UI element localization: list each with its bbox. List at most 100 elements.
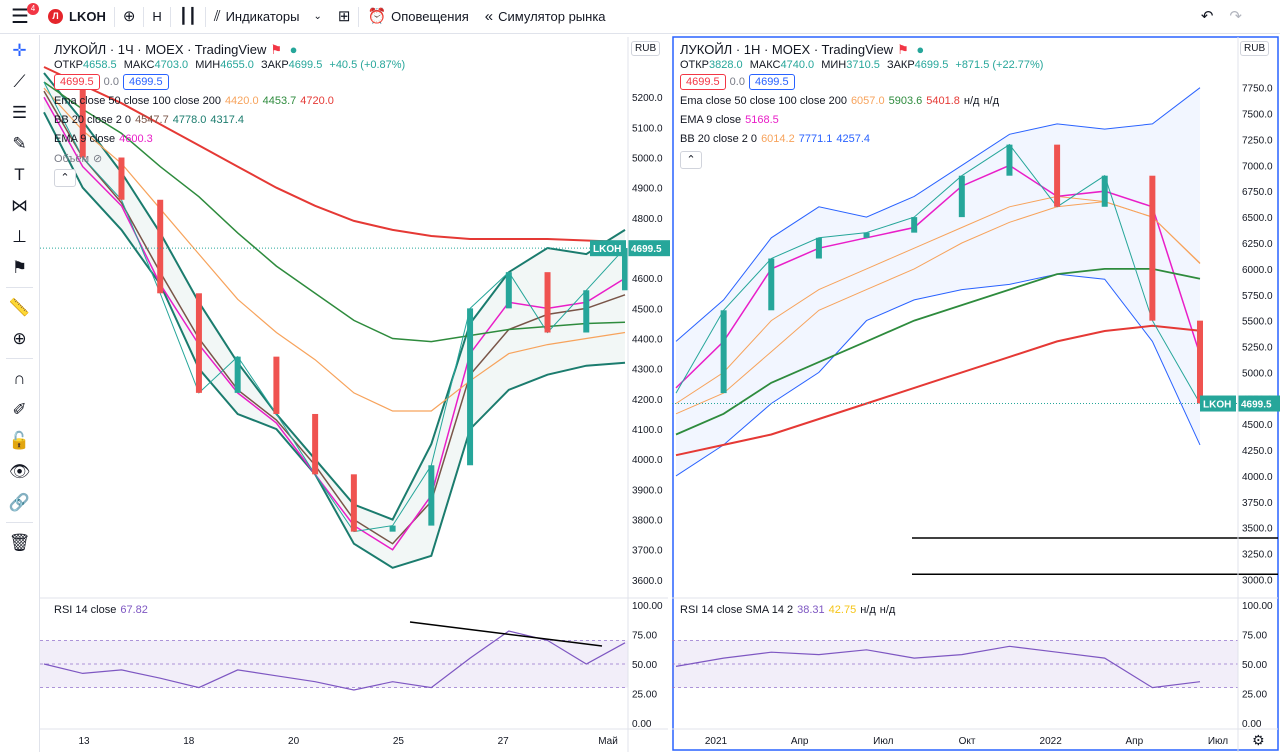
- series-bb-basis: [43, 90, 626, 545]
- indicators-button[interactable]: ⫽ Индикаторы ⌄: [206, 0, 330, 34]
- rsi-tick-label: 50.00: [1242, 660, 1267, 671]
- y-tick-label: 4800.0: [632, 214, 663, 225]
- ema9-legend-label: EMA 9 close: [680, 114, 742, 126]
- x-tick-label: 2021: [705, 736, 728, 747]
- x-tick-label: 13: [78, 736, 90, 747]
- rsi-value: 67.82: [120, 604, 148, 616]
- interval-button[interactable]: Н: [152, 9, 162, 24]
- rsi-label: RSI 14 close: [54, 604, 117, 616]
- y-tick-label: 3700.0: [632, 546, 663, 557]
- symbol-search-button[interactable]: Л LKOH: [40, 0, 114, 34]
- x-tick-label: 25: [393, 736, 405, 747]
- crosshair-icon[interactable]: ✛: [12, 40, 27, 60]
- rsi-tick-label: 100.00: [1242, 601, 1273, 612]
- series-bb-lower: [675, 273, 1201, 477]
- candle-7: [312, 413, 319, 475]
- collapse-legend-button[interactable]: ⌃: [54, 169, 76, 187]
- fib-icon[interactable]: ☰: [11, 102, 28, 122]
- y-tick-label: 6750.0: [1242, 187, 1273, 198]
- ema50-value: 4420.0: [224, 95, 259, 107]
- undo-button[interactable]: ↶: [1193, 0, 1222, 34]
- trash-icon[interactable]: 🗑: [8, 532, 31, 552]
- lock-drawings-icon[interactable]: ✐: [12, 399, 27, 419]
- replay-button[interactable]: « Симулятор рынка: [477, 0, 614, 34]
- chart-pane-hourly[interactable]: 5200.05100.05000.04900.04800.04700.04600…: [40, 37, 670, 752]
- pattern-icon[interactable]: ⋈: [11, 195, 28, 215]
- rsi-tick-label: 75.00: [632, 631, 657, 642]
- na-value: н/д: [983, 95, 1000, 107]
- y-tick-label: 3250.0: [1242, 550, 1273, 561]
- lock-icon[interactable]: 🔓: [8, 430, 31, 450]
- x-tick-label: Май: [598, 736, 618, 747]
- candle-4: [195, 293, 202, 393]
- brush-icon[interactable]: ✎: [12, 133, 27, 153]
- chart-pane-weekly[interactable]: 7750.0 7500.0 7250.0 7000.0 6750.0 6500.0 6250…: [672, 37, 1280, 752]
- magnet-icon[interactable]: ∩: [13, 368, 26, 388]
- candle-4: [863, 232, 870, 238]
- charts-area[interactable]: 5200.05100.05000.04900.04800.04700.04600…: [40, 35, 1280, 752]
- series-ema-50: [43, 87, 626, 412]
- eye-hidden-icon[interactable]: ⊘: [93, 153, 103, 165]
- chart-type-button[interactable]: ┃┃: [171, 0, 205, 34]
- eye-icon[interactable]: 👁: [8, 461, 31, 481]
- layout-button[interactable]: ⊞: [330, 0, 359, 34]
- top-toolbar: ☰ 4 Л LKOH ⊕ Н ┃┃ ⫽ Индикаторы ⌄ ⊞ ⏰ Оповеще…: [0, 0, 1280, 34]
- close-value: 4699.5: [914, 59, 949, 71]
- y-tick-label: 5500.0: [1242, 317, 1273, 328]
- candle-2: [768, 258, 775, 311]
- ema9-legend-label: EMA 9 close: [54, 133, 116, 145]
- ruler-icon[interactable]: 📏: [8, 297, 31, 317]
- low-label: МИН: [195, 59, 221, 71]
- collapse-legend-button[interactable]: ⌃: [680, 151, 702, 169]
- ask-price[interactable]: 4699.5: [748, 74, 795, 90]
- bid-price[interactable]: 4699.5: [54, 74, 100, 90]
- last-price-bg: [1238, 395, 1280, 412]
- candle-10: [428, 465, 435, 526]
- ema100-value: 4453.7: [262, 95, 297, 107]
- bb-fill: [676, 87, 1200, 476]
- flag-icon[interactable]: ⚑: [11, 257, 28, 277]
- change-value: +40.5 (+0.87%): [329, 59, 406, 71]
- link-icon[interactable]: 🔗: [8, 492, 31, 512]
- chevron-down-icon: ⌄: [313, 10, 322, 22]
- y-tick-label: 4250.0: [1242, 446, 1273, 457]
- zoom-icon[interactable]: ⊕: [12, 328, 27, 348]
- low-value: 3710.5: [846, 59, 880, 71]
- currency-button-left[interactable]: RUB: [631, 41, 661, 56]
- alerts-button[interactable]: ⏰ Оповещения: [359, 0, 476, 34]
- candle-8: [350, 474, 357, 532]
- y-tick-label: 6500.0: [1242, 213, 1273, 224]
- burger-icon[interactable]: ☰ 4: [0, 0, 40, 34]
- flag-icon: ⚑: [270, 42, 282, 57]
- measure-icon[interactable]: ⊥: [12, 226, 27, 246]
- text-icon[interactable]: T: [14, 164, 25, 184]
- symbol-logo: Л: [48, 9, 63, 24]
- x-tick-label: Окт: [959, 736, 976, 747]
- legend-right: ЛУКОЙЛ · 1Н · MOEX · TradingView ⚑ ● ОТКР…: [680, 42, 1047, 169]
- compare-button[interactable]: ⊕: [115, 0, 144, 34]
- candle-3: [815, 237, 822, 259]
- last-price-bg: [628, 240, 670, 257]
- candle-8: [1054, 144, 1061, 207]
- bb-legend-label: BB 20 close 2 0: [680, 133, 758, 145]
- drawing-toolbar: ✛ ⟋ ☰ ✎ T ⋈ ⊥ ⚑ 📏 ⊕ ∩ ✐ 🔓 👁 🔗 🗑: [0, 35, 40, 752]
- na-value: н/д: [879, 604, 896, 616]
- ask-price[interactable]: 4699.5: [122, 74, 169, 90]
- gear-icon[interactable]: ⚙: [1252, 733, 1265, 749]
- candle-9: [389, 525, 396, 532]
- bb-basis-value: 6014.2: [761, 133, 795, 145]
- redo-button[interactable]: ↷: [1221, 0, 1250, 34]
- bid-price[interactable]: 4699.5: [680, 74, 726, 90]
- plus-circle-icon: ⊕: [122, 8, 136, 25]
- rsi-tick-label: 100.00: [632, 601, 663, 612]
- y-tick-label: 4100.0: [632, 425, 663, 436]
- y-tick-label: 3600.0: [632, 576, 663, 587]
- y-tick-label: 4900.0: [632, 184, 663, 195]
- y-tick-label: 3750.0: [1242, 498, 1273, 509]
- indicators-icon: ⫽: [213, 8, 221, 25]
- trendline-icon[interactable]: ⟋: [13, 71, 26, 91]
- bb-upper-value: 7771.1: [798, 133, 833, 145]
- x-tick-label: 18: [183, 736, 195, 747]
- rsi-tick-label: 0.00: [1242, 719, 1262, 730]
- currency-button-right[interactable]: RUB: [1240, 41, 1270, 56]
